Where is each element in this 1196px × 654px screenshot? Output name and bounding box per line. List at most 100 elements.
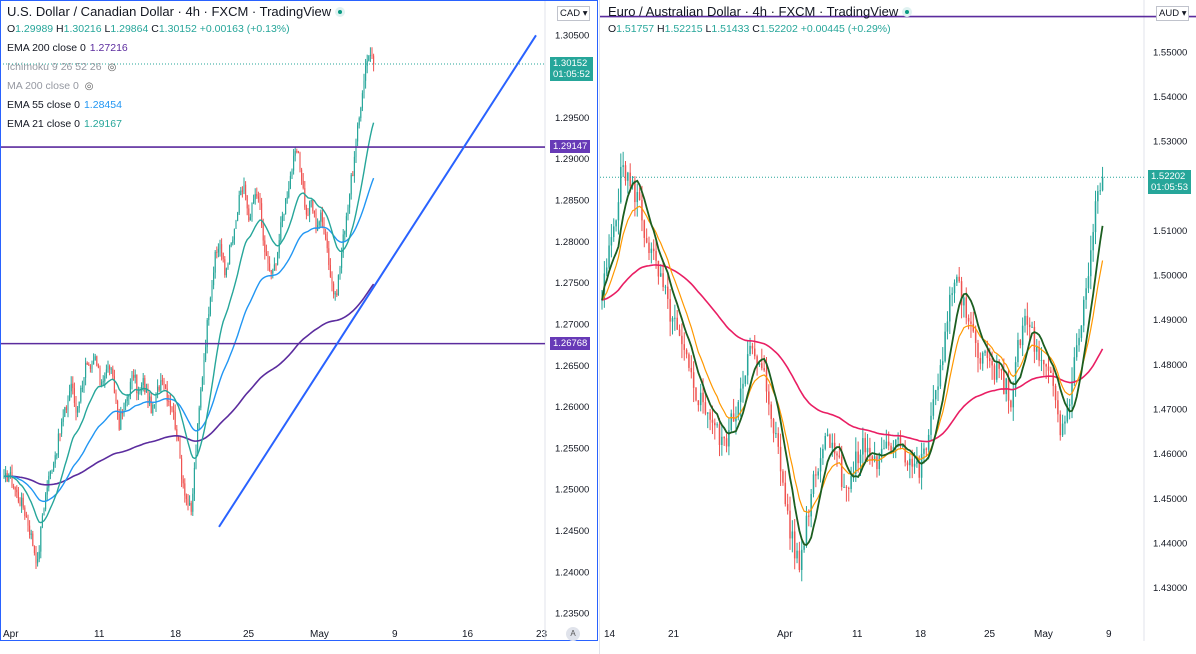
last-price-value: 1.30152: [553, 58, 588, 70]
candle-body: [946, 321, 949, 332]
euraud-chart-panel[interactable]: 1.55000 1.54000 1.53000 1.51000 1.50000 1.490…: [600, 0, 1196, 654]
candle-body: [934, 390, 937, 400]
candle-body: [283, 214, 285, 216]
y-tick-label: 1.26500: [555, 361, 589, 372]
candle-body: [690, 367, 693, 373]
candle-body: [57, 433, 59, 455]
candle-body: [131, 374, 133, 382]
usdcad-chart-canvas[interactable]: 1.30500 1.29500 1.29000 1.28500 1.28000 1.275…: [0, 0, 600, 654]
candle-body: [909, 458, 911, 466]
hidden-eye-icon[interactable]: ◎: [84, 81, 94, 92]
level-tag-lower: 1.26768: [550, 336, 591, 350]
candle-body: [1087, 276, 1090, 289]
auto-scale-button[interactable]: A: [566, 627, 580, 641]
indicator-legend-item[interactable]: EMA 200 close 0 1.27216: [7, 42, 128, 54]
high-value: 1.30216: [63, 23, 102, 35]
indicator-label: EMA 200 close 0: [7, 42, 86, 54]
candle-body: [200, 389, 202, 408]
y-tick-label: 1.29500: [555, 113, 589, 124]
candle-body: [344, 231, 346, 235]
y-tick-label: 1.44000: [1153, 538, 1187, 549]
candle-body: [11, 471, 13, 487]
euraud-chart-canvas[interactable]: 1.55000 1.54000 1.53000 1.51000 1.50000 1.490…: [600, 0, 1196, 654]
pane-divider[interactable]: [599, 0, 600, 654]
candle-body: [203, 360, 205, 378]
currency-selector[interactable]: CAD ▾: [557, 6, 591, 21]
candle-body: [1097, 191, 1099, 202]
candle-body: [233, 228, 235, 240]
candle-body: [345, 216, 347, 232]
x-tick-label: 25: [984, 629, 996, 640]
candle-body: [64, 407, 66, 417]
candle-body: [69, 391, 71, 401]
candle-body: [152, 404, 154, 414]
currency-selector[interactable]: AUD ▾: [1156, 6, 1190, 21]
candle-body: [165, 384, 167, 389]
candle-body: [241, 190, 243, 192]
candle-body: [1005, 378, 1007, 395]
candle-body: [683, 344, 685, 350]
indicator-legend-item[interactable]: EMA 21 close 0 1.29167: [7, 118, 122, 130]
candle-body: [197, 424, 199, 452]
candle-body: [309, 201, 311, 215]
candle-body: [739, 388, 742, 403]
candle-body: [972, 323, 975, 332]
candle-body: [702, 392, 704, 403]
candle-body: [93, 360, 95, 365]
candle-body: [620, 166, 622, 203]
indicator-legend-item[interactable]: Ichimoku 9 26 52 26 ◎: [7, 61, 116, 73]
high-value: 1.52215: [664, 23, 703, 35]
candle-body: [822, 448, 824, 459]
candle-body: [89, 365, 91, 370]
candle-body: [784, 482, 787, 505]
candle-body: [217, 248, 219, 253]
x-tick-label: 11: [94, 629, 105, 640]
candle-body: [1099, 190, 1101, 192]
ema-orange-line: [601, 205, 1104, 514]
candle-body: [59, 433, 61, 435]
candle-body: [730, 413, 732, 431]
indicator-value: 1.28454: [83, 99, 122, 111]
candle-body: [333, 283, 335, 295]
candle-body: [336, 293, 338, 296]
candle-body: [695, 387, 697, 401]
market-open-icon: [335, 7, 346, 17]
candle-body: [243, 184, 245, 192]
candle-body: [958, 276, 960, 282]
candle-body: [613, 226, 615, 238]
candle-body: [320, 212, 322, 222]
y-tick-label: 1.27000: [555, 319, 589, 330]
candle-body: [937, 386, 939, 391]
indicator-legend-item[interactable]: EMA 55 close 0 1.28454: [7, 99, 122, 111]
candle-body: [237, 212, 239, 221]
candle-body: [120, 412, 122, 430]
hidden-eye-icon[interactable]: ◎: [107, 62, 117, 73]
candle-body: [184, 483, 186, 496]
candle-body: [355, 141, 357, 157]
bar-countdown: 01:05:52: [553, 69, 590, 81]
candle-body: [984, 351, 986, 353]
candle-body: [681, 335, 683, 345]
candle-body: [209, 297, 211, 315]
indicator-legend-item[interactable]: MA 200 close 0 ◎: [7, 80, 94, 92]
candle-body: [648, 242, 650, 254]
candle-body: [357, 125, 359, 142]
usdcad-chart-panel[interactable]: 1.30500 1.29500 1.29000 1.28500 1.28000 1.275…: [0, 0, 600, 654]
candle-body: [285, 198, 287, 215]
candle-body: [655, 251, 657, 261]
candle-body: [219, 244, 221, 249]
bar-countdown: 01:05:53: [1151, 182, 1188, 194]
candle-body: [249, 217, 251, 221]
candle-body: [326, 238, 328, 249]
candle-body: [211, 285, 213, 298]
candle-body: [30, 533, 32, 535]
candle-body: [944, 331, 946, 362]
candle-body: [141, 384, 143, 389]
x-tick-label: 21: [668, 629, 680, 640]
currency-label: AUD: [1159, 8, 1180, 19]
candle-body: [323, 222, 325, 235]
candle-body: [61, 421, 63, 434]
candle-body: [836, 453, 838, 456]
candle-body: [650, 248, 653, 254]
indicator-label: EMA 55 close 0: [7, 99, 80, 111]
